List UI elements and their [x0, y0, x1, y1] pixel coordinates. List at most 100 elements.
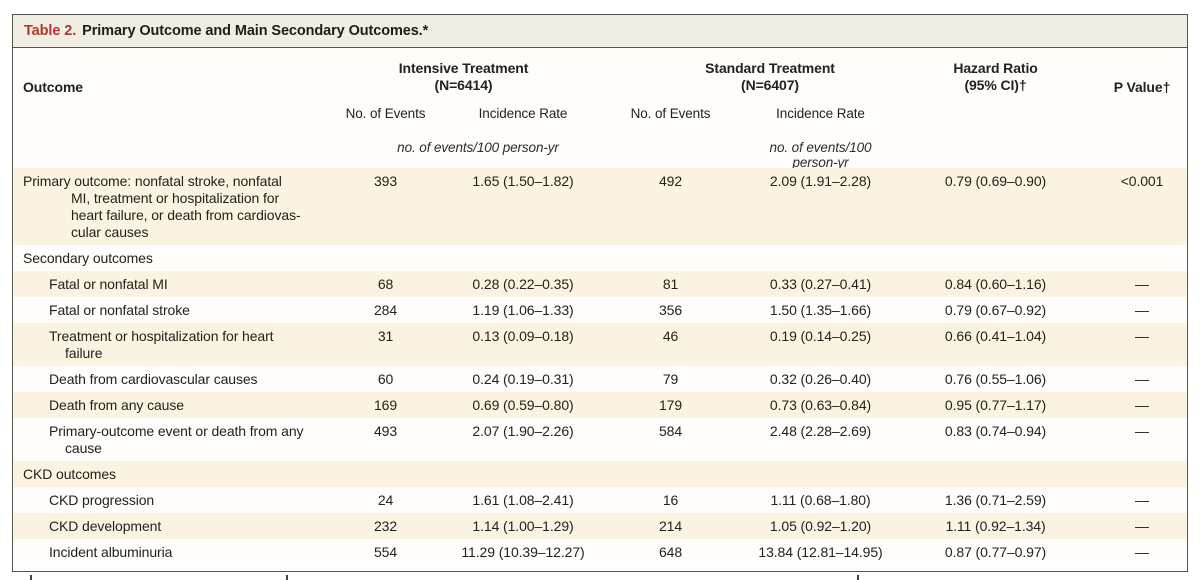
p-value-cell: —: [1135, 518, 1149, 534]
intensive-rate-cell: 0.24 (0.19–0.31): [472, 371, 574, 387]
cropped-text-mark: [857, 575, 859, 580]
standard-rate-cell: 1.11 (0.68–1.80): [770, 492, 871, 508]
standard-events-cell: 81: [662, 276, 679, 292]
intensive-events-cell: 169: [373, 397, 398, 413]
standard-events-cell: 46: [662, 328, 679, 344]
hazard-ratio-cell: 0.76 (0.55–1.06): [944, 371, 1047, 387]
standard-treatment-n: (N=6407): [741, 77, 799, 93]
outcome-cell: Death from cardiovascular causes: [49, 371, 258, 387]
intensive-events-cell: 554: [373, 544, 398, 560]
table-number-label: Table 2.: [24, 23, 77, 39]
p-value-cell: [1098, 461, 1186, 487]
cropped-text-mark: [286, 575, 288, 580]
intensive-events-cell: 232: [373, 518, 398, 534]
intensive-events-cell: 393: [373, 173, 398, 189]
standard-rate-cell: [748, 245, 893, 271]
standard-rate-cell: 0.73 (0.63–0.84): [769, 397, 872, 413]
hazard-ratio-cell: 0.87 (0.77–0.97): [944, 544, 1047, 560]
cropped-text-mark: [30, 575, 32, 580]
table-title-text: Primary Outcome and Main Secondary Outco…: [82, 23, 429, 39]
p-value-cell: —: [1135, 371, 1149, 387]
standard-rate-cell: 0.32 (0.26–0.40): [769, 371, 872, 387]
hazard-ratio-cell: 0.95 (0.77–1.17): [944, 397, 1047, 413]
intensive-rate-cell: 0.28 (0.22–0.35): [472, 276, 574, 292]
standard-events-cell: [593, 245, 748, 271]
intensive-rate-cell: 1.65 (1.50–1.82): [472, 173, 574, 189]
standard-rate-cell: 0.33 (0.27–0.41): [769, 276, 872, 292]
intensive-rate-cell: 0.13 (0.09–0.18): [472, 328, 574, 344]
standard-events-cell: 79: [662, 371, 679, 387]
standard-rate-cell: 1.50 (1.35–1.66): [769, 302, 872, 318]
outcome-cell: Primary outcome: nonfatal stroke, nonfat…: [23, 173, 301, 240]
intensive-events-cell: 493: [373, 423, 398, 439]
hazard-ratio-cell: 0.66 (0.41–1.04): [944, 328, 1047, 344]
hazard-ratio-ci: (95% CI)†: [964, 77, 1027, 93]
hazard-ratio-cell: [893, 245, 1098, 271]
intensive-rate-cell: 1.19 (1.06–1.33): [472, 302, 574, 318]
column-header-p-value: P Value†: [1113, 79, 1171, 95]
subheader-standard-rate: Incidence Rate: [776, 106, 865, 121]
standard-rate-cell: 2.09 (1.91–2.28): [769, 173, 872, 189]
intensive-rate-cell: [453, 245, 593, 271]
intensive-rate-cell: 0.69 (0.59–0.80): [472, 397, 574, 413]
hazard-ratio-cell: 0.79 (0.69–0.90): [944, 173, 1047, 189]
standard-events-cell: 16: [662, 492, 679, 508]
subheader-intensive-rate: Incidence Rate: [478, 106, 568, 121]
standard-events-cell: 179: [658, 397, 683, 413]
p-value-cell: —: [1135, 544, 1149, 560]
table-row: Death from any cause 169 0.69 (0.59–0.80…: [13, 392, 1187, 418]
intensive-events-cell: 284: [373, 302, 398, 318]
intensive-events-cell: 68: [377, 276, 394, 292]
p-value-cell: [1098, 245, 1186, 271]
intensive-events-cell: 24: [377, 492, 394, 508]
standard-events-cell: 648: [658, 544, 683, 560]
outcome-cell: CKD progression: [49, 492, 155, 508]
standard-rate-cell: 0.19 (0.14–0.25): [769, 328, 872, 344]
column-header-hazard-ratio: Hazard Ratio (95% CI)†: [893, 48, 1098, 96]
outcome-cell: Incident albuminuria: [49, 544, 173, 560]
standard-events-cell: 492: [658, 173, 683, 189]
cropped-footnote-sliver: [0, 574, 1200, 580]
outcome-cell: Treatment or hospitalization for heart fa…: [49, 328, 274, 361]
table-header: Outcome Intensive Treatment (N=6414) Sta…: [13, 48, 1187, 170]
standard-rate-cell: 1.05 (0.92–1.20): [769, 518, 872, 534]
table-row: Fatal or nonfatal MI 68 0.28 (0.22–0.35)…: [13, 271, 1187, 297]
table-row: Secondary outcomes: [13, 245, 1187, 271]
table-body: Primary outcome: nonfatal stroke, nonfat…: [13, 168, 1187, 565]
intensive-rate-cell: 1.14 (1.00–1.29): [472, 518, 574, 534]
standard-events-cell: 356: [658, 302, 683, 318]
outcomes-table: Table 2. Primary Outcome and Main Second…: [12, 14, 1188, 572]
column-group-intensive-treatment: Intensive Treatment (N=6414): [318, 48, 593, 96]
intensive-events-cell: [318, 245, 453, 271]
hazard-ratio-cell: 0.79 (0.67–0.92): [944, 302, 1047, 318]
p-value-cell: —: [1135, 397, 1149, 413]
p-value-cell: —: [1135, 302, 1149, 318]
standard-rate-cell: 13.84 (12.81–14.95): [758, 544, 883, 560]
intensive-treatment-label: Intensive Treatment: [398, 60, 529, 76]
subheader-spacer: [1098, 96, 1186, 128]
table-title-bar: Table 2. Primary Outcome and Main Second…: [13, 15, 1187, 48]
unit-note-intensive: no. of events/100 person-yr: [397, 140, 559, 155]
hazard-ratio-cell: [893, 461, 1098, 487]
intensive-rate-cell: 11.29 (10.39–12.27): [461, 544, 585, 560]
subheader-intensive-events: No. of Events: [345, 106, 426, 121]
hazard-ratio-cell: 0.83 (0.74–0.94): [944, 423, 1047, 439]
p-value-cell: —: [1135, 328, 1149, 344]
subheader-spacer: [13, 96, 318, 128]
unit-note-standard: no. of events/100 person-yr: [769, 140, 872, 170]
table-row: Fatal or nonfatal stroke 284 1.19 (1.06–…: [13, 297, 1187, 323]
hazard-ratio-cell: 1.36 (0.71–2.59): [944, 492, 1047, 508]
p-value-cell: —: [1135, 492, 1149, 508]
table-row: Incident albuminuria 554 11.29 (10.39–12…: [13, 539, 1187, 565]
table-row: Treatment or hospitalization for heart fa…: [13, 323, 1187, 366]
intensive-events-cell: 31: [377, 328, 394, 344]
outcome-cell: Fatal or nonfatal stroke: [49, 302, 190, 318]
outcome-cell: Death from any cause: [49, 397, 184, 413]
hazard-ratio-cell: 0.84 (0.60–1.16): [944, 276, 1047, 292]
intensive-rate-cell: 1.61 (1.08–2.41): [472, 492, 574, 508]
intensive-rate-cell: 2.07 (1.90–2.26): [472, 423, 574, 439]
standard-events-cell: 214: [658, 518, 683, 534]
p-value-cell: —: [1135, 423, 1149, 439]
table-row: Death from cardiovascular causes 60 0.24…: [13, 366, 1187, 392]
